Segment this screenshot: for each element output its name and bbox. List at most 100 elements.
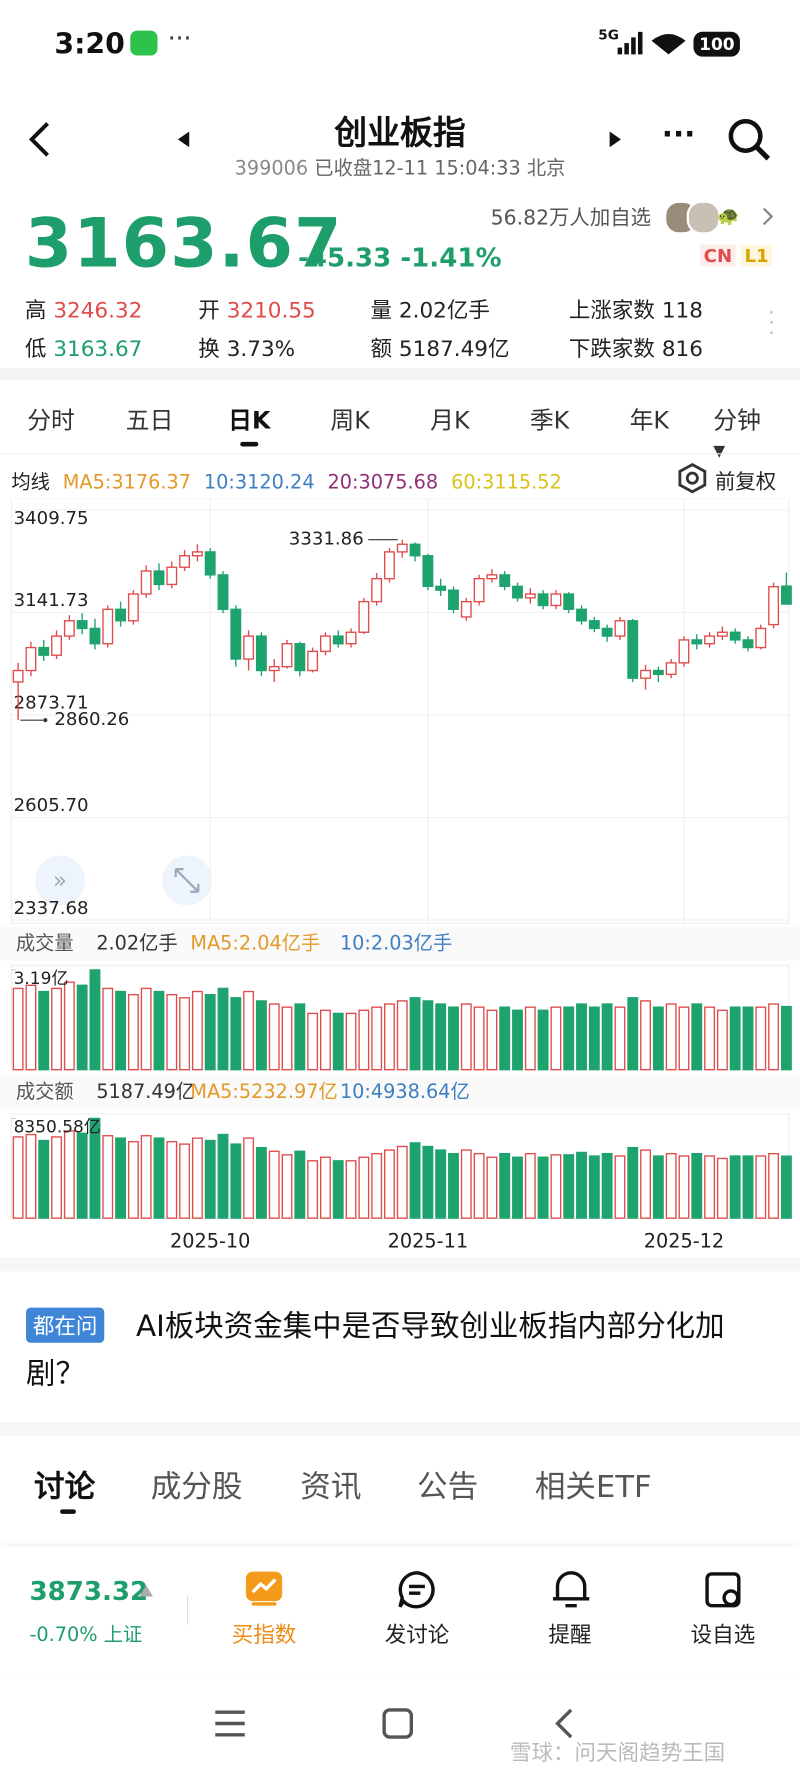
bar <box>243 990 255 1071</box>
buy-icon[interactable] <box>245 1571 284 1607</box>
back-button[interactable] <box>25 119 59 160</box>
content-tab[interactable]: 资讯 <box>300 1469 362 1505</box>
candle-body <box>191 551 203 557</box>
candle-body <box>729 631 741 641</box>
bar <box>25 984 37 1071</box>
nav-back[interactable] <box>551 1707 578 1741</box>
bar <box>780 1155 792 1219</box>
nav-menu[interactable] <box>213 1708 247 1740</box>
period-tab[interactable]: 月K <box>430 406 470 434</box>
stat-value: 3246.32 <box>53 298 143 323</box>
bar <box>294 1003 306 1071</box>
title: 创业板指 <box>334 113 466 152</box>
bar <box>345 1160 357 1219</box>
stats-more[interactable]: · · · <box>768 301 775 346</box>
index-change[interactable]: -0.70% 上证 <box>29 1623 143 1647</box>
y-tick-label: 2337.68 <box>14 898 89 919</box>
adjust-icon[interactable] <box>676 462 708 494</box>
candle-body <box>384 551 395 580</box>
bar <box>384 1003 395 1071</box>
x-tick-label: 2025-10 <box>170 1229 250 1252</box>
wechat-icon <box>130 30 158 56</box>
period-tab[interactable]: 分钟▾ <box>713 406 761 464</box>
panel-legend: 10:4938.64亿 <box>340 1080 470 1103</box>
candle-body <box>25 646 37 672</box>
bar <box>704 1006 716 1071</box>
candle-body <box>588 620 600 630</box>
more-button[interactable]: ··· <box>661 117 696 152</box>
bar <box>230 1143 242 1219</box>
bar <box>319 1156 331 1219</box>
action-buy[interactable]: 买指数 <box>231 1622 297 1648</box>
nav-home[interactable] <box>381 1707 415 1741</box>
stat-value: 816 <box>661 336 703 362</box>
collapse-button[interactable] <box>35 855 85 906</box>
bar <box>307 1160 319 1219</box>
period-tab[interactable]: 分时 <box>27 406 75 434</box>
chart-frame <box>10 498 790 925</box>
bar <box>268 1003 280 1071</box>
candle-body <box>742 639 754 649</box>
search-button[interactable] <box>725 116 773 164</box>
alert-icon[interactable] <box>551 1568 592 1611</box>
bar <box>25 1133 37 1219</box>
stat-label: 开 <box>198 298 220 323</box>
candle-body <box>255 635 267 672</box>
period-tab[interactable]: 周K <box>330 406 370 434</box>
avatar-more: 🐢 <box>717 205 740 227</box>
bar <box>614 1155 626 1219</box>
bar <box>422 1145 434 1219</box>
watch-icon[interactable] <box>704 1571 745 1612</box>
volume-header-bg <box>0 926 800 961</box>
bar <box>217 987 229 1071</box>
bar <box>576 1003 587 1071</box>
candle-body <box>371 578 383 603</box>
action-alert[interactable]: 提醒 <box>548 1622 592 1648</box>
bar <box>230 997 242 1071</box>
candle-body <box>537 593 549 607</box>
question-text[interactable]: AI板块资金集中是否导致创业板指内部分化加剧？ <box>26 1309 725 1392</box>
stat-value: 118 <box>661 298 703 323</box>
action-watch[interactable]: 设自选 <box>690 1622 756 1648</box>
candle-body <box>51 635 62 656</box>
adjust-label[interactable]: 前复权 <box>715 470 777 495</box>
bar <box>76 1132 88 1219</box>
bar <box>12 1136 24 1219</box>
candle-body <box>281 643 293 668</box>
content-tab[interactable]: 讨论 <box>33 1469 96 1505</box>
stat-label: 额 <box>370 336 393 362</box>
candle-body <box>332 635 344 645</box>
bar <box>76 984 88 1071</box>
panel-title: 成交量 <box>16 931 74 954</box>
content-tab[interactable]: 相关ETF <box>534 1469 652 1505</box>
avatar <box>686 200 721 235</box>
candle-body <box>601 627 613 637</box>
followers-arrow[interactable] <box>761 206 775 226</box>
bar <box>435 1003 447 1071</box>
content-tab[interactable]: 公告 <box>416 1469 479 1505</box>
period-tab[interactable]: 季K <box>529 406 570 434</box>
candle-body <box>140 570 152 595</box>
bar <box>473 1152 485 1219</box>
bar <box>486 1009 498 1071</box>
candle-body <box>768 586 780 626</box>
bar <box>409 997 421 1071</box>
discuss-icon[interactable] <box>397 1571 438 1610</box>
prev-index[interactable] <box>176 130 192 148</box>
candle-body <box>307 650 319 672</box>
action-discuss[interactable]: 发讨论 <box>384 1622 450 1648</box>
period-tab[interactable]: 年K <box>629 406 669 434</box>
period-tab[interactable]: 日K <box>228 406 271 434</box>
candle-body <box>550 593 562 607</box>
next-index[interactable] <box>607 130 623 148</box>
bar <box>115 990 127 1071</box>
y-tick-label: 3.19亿 <box>14 969 69 989</box>
index-price[interactable]: 3873.32 <box>29 1577 149 1607</box>
bar <box>409 1142 421 1219</box>
stat: 低 3163.67 <box>25 332 142 363</box>
content-tab[interactable]: 成分股 <box>150 1469 243 1505</box>
bar <box>563 1154 575 1219</box>
candle-body <box>268 666 280 672</box>
period-tab[interactable]: 五日 <box>125 406 174 434</box>
bar <box>537 1156 549 1219</box>
